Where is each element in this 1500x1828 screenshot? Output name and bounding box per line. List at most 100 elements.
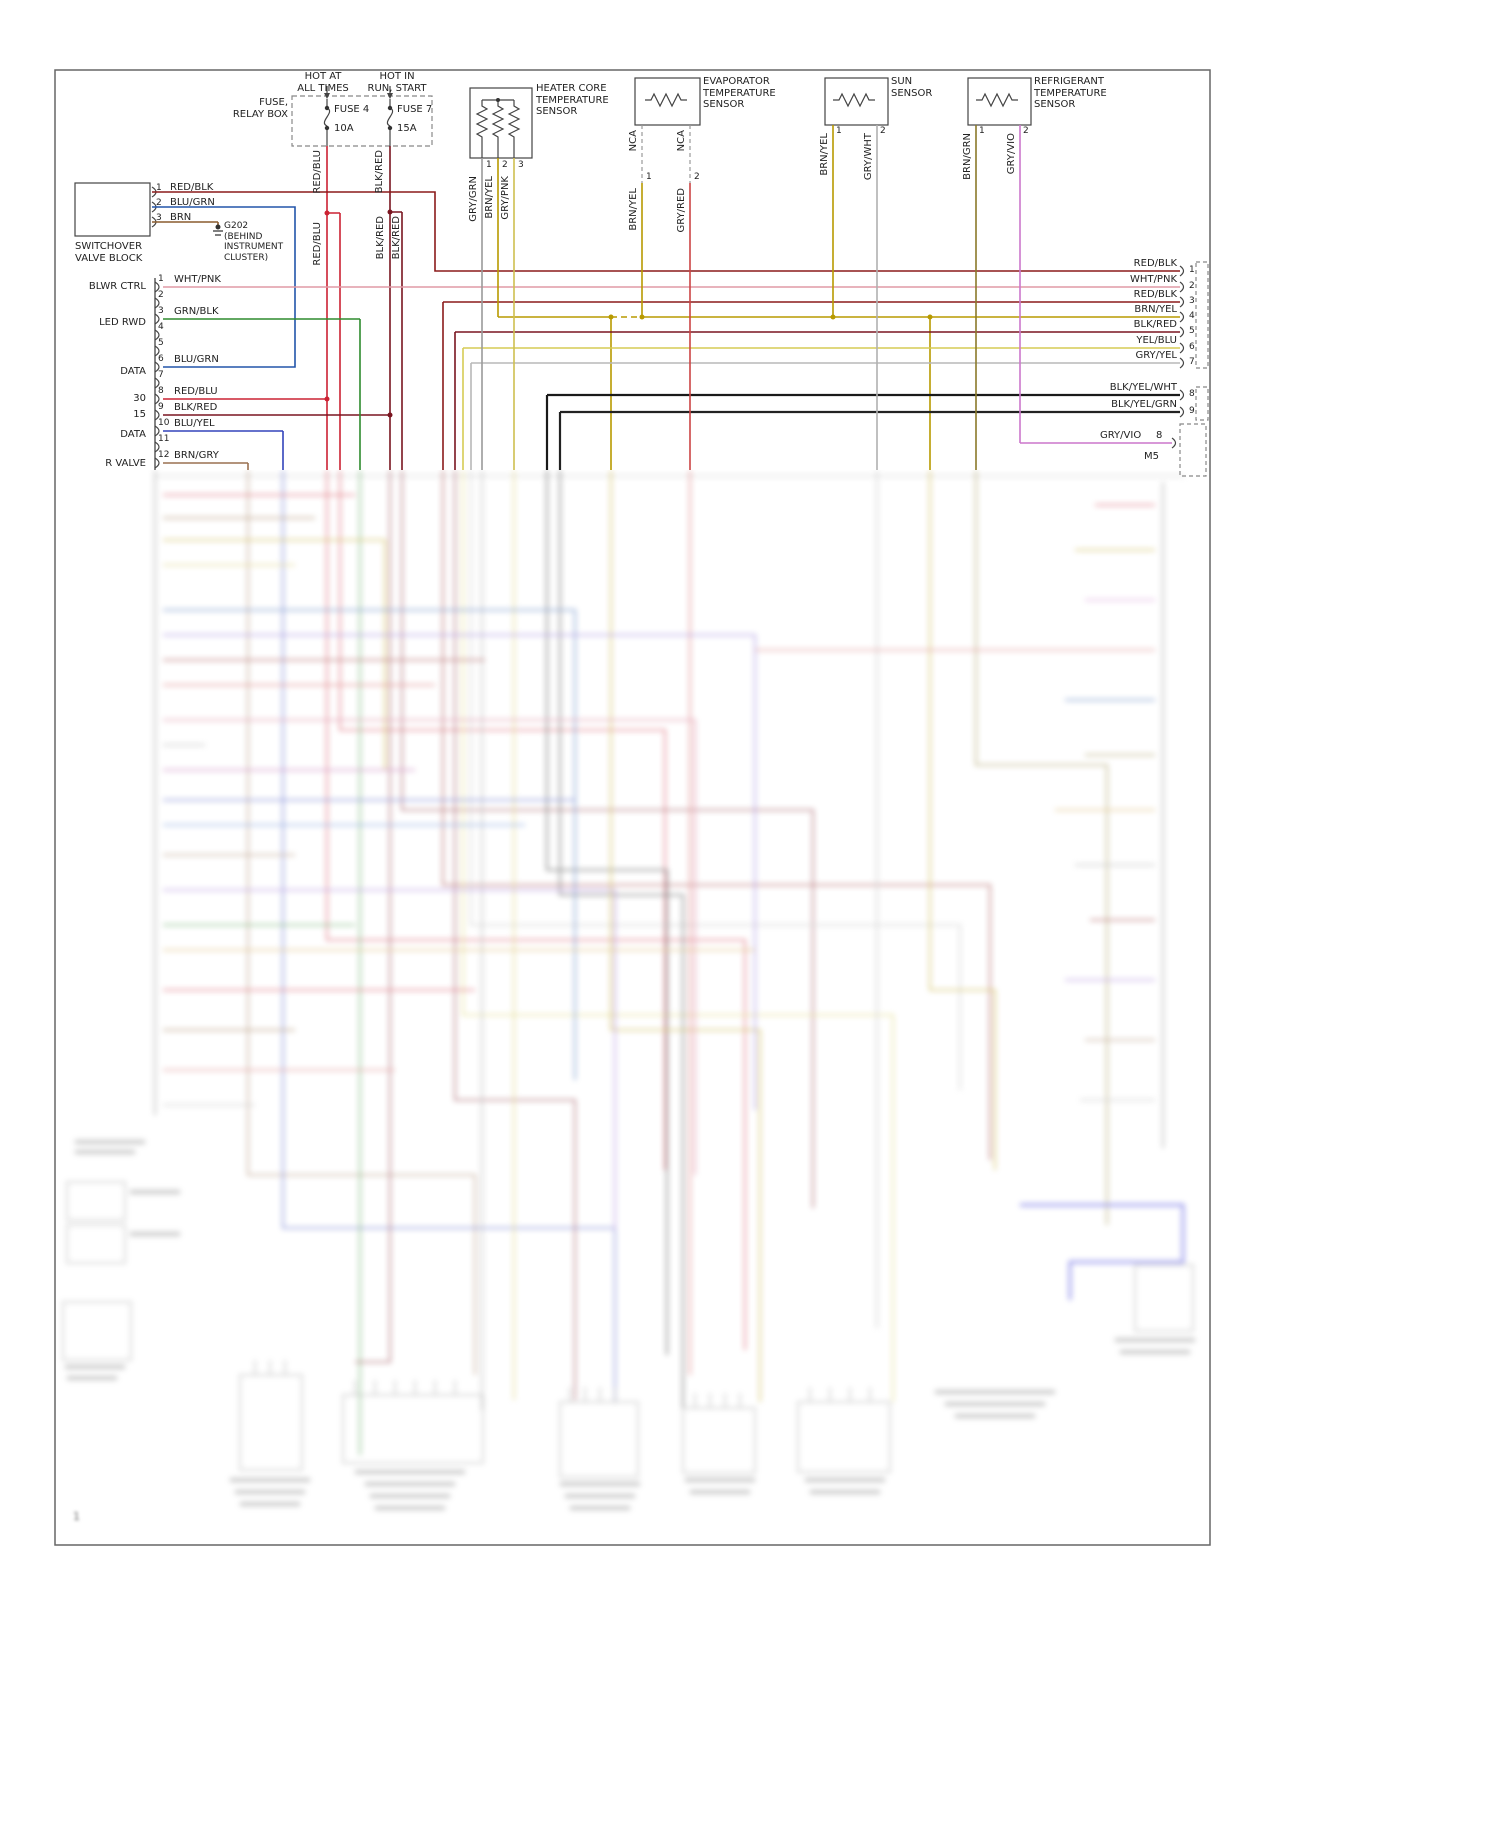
evaporator-pin-leads (641, 125, 691, 183)
refrigerant-sensor-box (967, 77, 1032, 126)
left-fn-data-1: DATA (120, 366, 146, 377)
heater-pin-2: 2 (502, 160, 508, 170)
page-number: 1 (73, 1510, 80, 1523)
right-wire-8-name: BLK/YEL/WHT (1109, 382, 1177, 393)
right-wire-9-name: BLK/YEL/GRN (1111, 399, 1177, 410)
wire-label-blk-red-c: BLK/RED (391, 216, 402, 260)
heater-core-sensor-box (469, 87, 533, 159)
right-wire-7-name: GRY/YEL (1135, 350, 1177, 361)
left-fn-30: 30 (133, 393, 146, 404)
heater-resistor-1 (475, 100, 489, 158)
left-wire-1: WHT/PNK (174, 274, 221, 285)
g202-ground-label: G202 (BEHIND INSTRUMENT CLUSTER) (224, 221, 284, 263)
diagram-border (54, 69, 1211, 1546)
right-pin-6: 6 (1189, 342, 1195, 352)
wire-grn-blk-pin3 (163, 318, 361, 470)
sun-pin-1: 1 (836, 126, 842, 136)
evap-pin-1: 1 (646, 172, 652, 182)
g202-ground-symbol (213, 230, 223, 236)
left-fn-data-2: DATA (120, 429, 146, 440)
fuse4-rating: 10A (334, 123, 354, 134)
switchover-valve-block-title: SWITCHOVER VALVE BLOCK (75, 241, 143, 264)
g202-ground-dot (215, 224, 221, 230)
hot-in-run-start-label: HOT IN RUN, START (367, 71, 427, 94)
wire-blu-yel-pin10 (163, 430, 284, 470)
evap-nca-2: NCA (676, 130, 687, 152)
wire-label-blk-red-a: BLK/RED (374, 150, 385, 194)
wire-brn-yel-bus-left (497, 158, 611, 318)
right-pin-4: 4 (1189, 311, 1195, 321)
left-wire-10: BLU/YEL (174, 418, 215, 429)
refrig-pin-2: 2 (1023, 126, 1029, 136)
sun-sensor-resistor (833, 92, 875, 108)
left-pin-11: 11 (158, 434, 170, 444)
valve-pin-1: 1 (156, 183, 162, 193)
evaporator-resistor (645, 92, 687, 108)
right-wire-2-name: WHT/PNK (1130, 274, 1177, 285)
right-wire-1-name: RED/BLK (1133, 258, 1177, 269)
right-wire-4-name: BRN/YEL (1134, 304, 1177, 315)
left-pin-1: 1 (158, 274, 164, 284)
left-wire-3: GRN/BLK (174, 306, 219, 317)
heater-wire-3-label: GRY/PNK (500, 176, 511, 220)
right-pin-1: 1 (1189, 265, 1195, 275)
left-wire-9: BLK/RED (174, 402, 218, 413)
right-pin-3: 3 (1189, 296, 1195, 306)
sun-wire-2-label: GRY/WHT (863, 133, 874, 181)
sun-sensor-title: SUN SENSOR (891, 76, 933, 99)
heater-pin-3: 3 (518, 160, 524, 170)
m5-connector-box (1179, 423, 1207, 477)
left-pin-3: 3 (158, 306, 164, 316)
junction-dots (215, 93, 933, 418)
right-wire-6-name: YEL/BLU (1136, 335, 1177, 346)
m5-wire-label: GRY/VIO (1100, 430, 1142, 441)
wire-blk-yel-wht-8 (545, 393, 1180, 470)
wire-label-blk-red-b: BLK/RED (375, 216, 386, 260)
evap-nca-1: NCA (628, 130, 639, 152)
left-pin-9: 9 (158, 402, 164, 412)
sun-pin-2: 2 (880, 126, 886, 136)
right-pin-7: 7 (1189, 357, 1195, 367)
left-fn-r-valve: R VALVE (105, 458, 146, 469)
left-pin-5: 5 (158, 338, 164, 348)
valve-wire-3-label: BRN (170, 212, 192, 223)
heater-resistor-2 (491, 100, 505, 158)
heater-sensor-title: HEATER CORE TEMPERATURE SENSOR (536, 83, 609, 117)
wire-red-blk-3 (442, 301, 1180, 470)
left-wire-12: BRN/GRY (174, 450, 219, 461)
blurred-wiring-lines (62, 470, 1195, 1510)
switchover-valve-block-box (74, 182, 151, 237)
right-pin-2: 2 (1189, 281, 1195, 291)
refrig-wire-1-label: BRN/GRN (962, 133, 973, 180)
wire-brn-yel-drops (610, 317, 931, 470)
wire-brn-gry-pin12 (163, 462, 249, 470)
wire-label-red-blu-b: RED/BLU (312, 222, 323, 266)
left-wire-6: BLU/GRN (174, 354, 219, 365)
fuse7-label: FUSE 7 (397, 104, 433, 115)
m5-bracket (1171, 437, 1177, 449)
fuse7-rating: 15A (397, 123, 417, 134)
left-fn-led-rwd: LED RWD (99, 317, 146, 328)
left-pin-6: 6 (158, 354, 164, 364)
evap-wire-1-label: BRN/YEL (628, 188, 639, 231)
wire-red-blu-branch (327, 212, 341, 470)
wire-blk-red-5 (454, 331, 1180, 470)
sun-wire-1-label: BRN/YEL (819, 133, 830, 176)
wire-yel-blu-6 (462, 347, 1180, 470)
evap-pin-2: 2 (694, 172, 700, 182)
refrigerant-resistor (976, 92, 1018, 108)
evap-wire-2-label: GRY/RED (676, 188, 687, 233)
wire-red-blk-1 (152, 191, 1180, 272)
refrigerant-sensor-title: REFRIGERANT TEMPERATURE SENSOR (1034, 76, 1107, 110)
m5-connector-label: M5 (1144, 451, 1159, 462)
sun-sensor-box (824, 77, 889, 126)
heater-pin-1: 1 (486, 160, 492, 170)
evaporator-sensor-title: EVAPORATOR TEMPERATURE SENSOR (703, 76, 776, 110)
hot-at-all-times-label: HOT AT ALL TIMES (297, 71, 349, 94)
refrig-pin-1: 1 (979, 126, 985, 136)
right-pin-8: 8 (1189, 389, 1195, 399)
heater-wire-2-label: BRN/YEL (484, 176, 495, 219)
m5-pin-label: 8 (1156, 430, 1163, 441)
left-pin-7: 7 (158, 370, 164, 380)
